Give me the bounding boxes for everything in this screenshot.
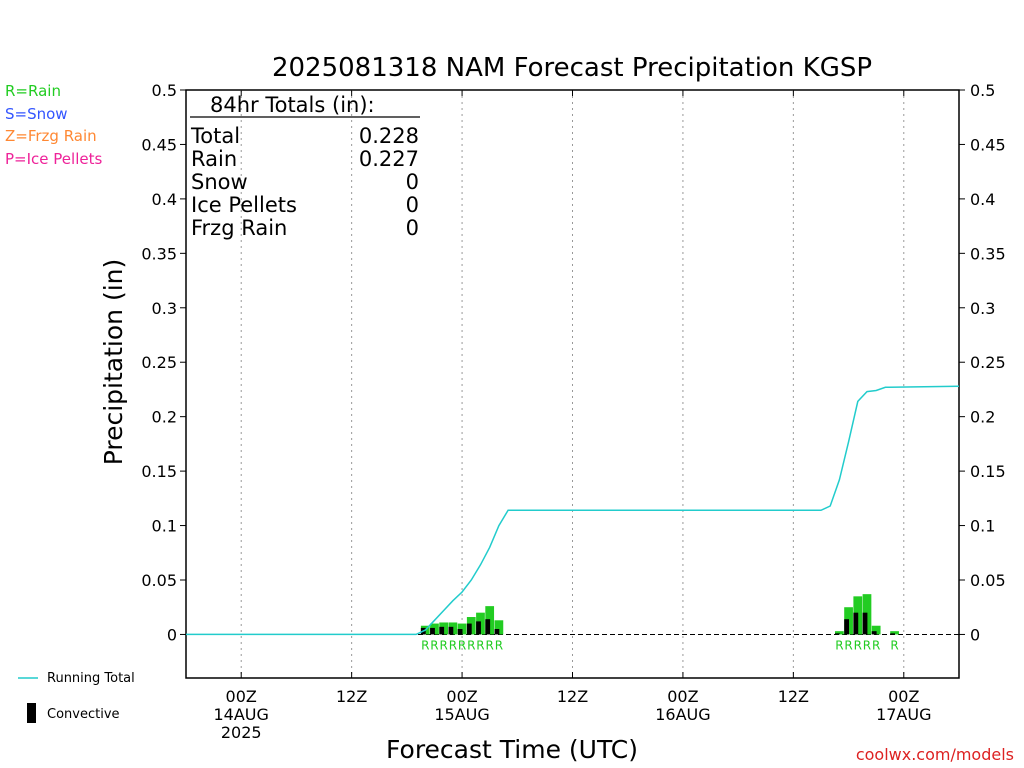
- precip-type-label: R: [476, 638, 484, 652]
- precip-bar: [834, 631, 844, 635]
- totals-row-value: 0: [406, 216, 419, 240]
- y-tick-label-right: 0.05: [970, 571, 1006, 590]
- x-tick-label: 15AUG: [434, 705, 489, 724]
- totals-table: Total 0.228 Rain 0.227 Snow 0 Ice Pellets 0 Frzg…: [190, 124, 419, 240]
- precip-type-label: R: [439, 638, 447, 652]
- legend-rain: R=Rain: [5, 82, 61, 100]
- y-tick-label-left: 0.3: [152, 299, 177, 318]
- y-tick-label-right: 0: [970, 625, 980, 644]
- totals-row-value: 0: [406, 170, 419, 194]
- y-tick-label-left: 0.05: [141, 571, 177, 590]
- x-tick-label: 00Z: [888, 687, 919, 706]
- totals-row-label: Snow: [191, 170, 248, 194]
- y-tick-label-left: 0.2: [152, 408, 177, 427]
- y-tick-label-right: 0.2: [970, 408, 995, 427]
- y-tick-label-left: 0.15: [141, 462, 177, 481]
- precip-bar: [871, 625, 881, 635]
- x-axis-label: Forecast Time (UTC): [386, 735, 638, 764]
- precip-type-label: R: [890, 638, 898, 652]
- precip-type-label: R: [835, 638, 843, 652]
- x-tick-label: 12Z: [778, 687, 809, 706]
- totals-row-label: Ice Pellets: [191, 193, 297, 217]
- x-tick-label: 2025: [221, 723, 262, 742]
- convective-bar: [466, 623, 472, 635]
- credit-text: coolwx.com/models: [856, 745, 1014, 764]
- y-tick-label-left: 0: [167, 625, 177, 644]
- y-tick-label-left: 0.5: [152, 81, 177, 100]
- convective-bar: [853, 612, 859, 635]
- convective-bar: [494, 629, 500, 635]
- x-tick-label: 17AUG: [876, 705, 931, 724]
- y-tick-label-right: 0.25: [970, 353, 1006, 372]
- x-tick-label: 14AUG: [214, 705, 269, 724]
- legend-ice-pellets: P=Ice Pellets: [5, 150, 102, 168]
- chart-title: 2025081318 NAM Forecast Precipitation KG…: [272, 53, 872, 83]
- y-tick-label-left: 0.35: [141, 244, 177, 263]
- y-tick-label-left: 0.1: [152, 517, 177, 536]
- precip-bar: [494, 620, 504, 635]
- legend-convective-swatch: [27, 703, 36, 723]
- y-tick-label-right: 0.15: [970, 462, 1006, 481]
- totals-row-value: 0.228: [359, 124, 419, 148]
- y-tick-label-right: 0.4: [970, 190, 995, 209]
- y-axis-label: Precipitation (in): [99, 259, 128, 466]
- y-tick-label-right: 0.5: [970, 81, 995, 100]
- y-tick-label-left: 0.45: [141, 135, 177, 154]
- precip-bars: [420, 594, 899, 635]
- convective-bar: [439, 626, 445, 635]
- totals-row-label: Rain: [191, 147, 237, 171]
- precip-type-label: R: [495, 638, 503, 652]
- legend-running-total: Running Total: [47, 671, 135, 686]
- convective-bar: [476, 621, 481, 635]
- y-tick-label-right: 0.35: [970, 244, 1006, 263]
- y-tick-label-left: 0.25: [141, 353, 177, 372]
- running-total-line: [186, 385, 960, 636]
- x-tick-label: 00Z: [226, 687, 257, 706]
- precip-type-label: R: [486, 638, 494, 652]
- convective-bar: [871, 631, 877, 635]
- totals-row-label: Total: [190, 124, 240, 148]
- totals-row-value: 0.227: [359, 147, 419, 171]
- totals-heading: 84hr Totals (in):: [210, 93, 375, 117]
- precip-type-label: R: [449, 638, 457, 652]
- x-tick-label: 00Z: [446, 687, 477, 706]
- totals-row-label: Frzg Rain: [191, 216, 287, 240]
- y-axis-ticks: 0 00.05 0.050.1 0.10.15 0.150.2 0.20.25 0.250.…: [141, 81, 1005, 644]
- precip-type-label: R: [430, 638, 438, 652]
- convective-bar: [457, 629, 463, 635]
- convective-bar: [862, 612, 868, 635]
- y-tick-label-right: 0.1: [970, 517, 995, 536]
- convective-bar: [890, 633, 896, 635]
- precip-type-label: R: [872, 638, 880, 652]
- y-tick-label-left: 0.4: [152, 190, 177, 209]
- precip-type-label: R: [458, 638, 466, 652]
- legend-convective: Convective: [47, 707, 120, 722]
- precip-type-label: R: [844, 638, 852, 652]
- x-tick-label: 00Z: [667, 687, 698, 706]
- y-tick-label-right: 0.45: [970, 135, 1006, 154]
- convective-bar: [430, 627, 435, 635]
- precip-type-label: R: [854, 638, 862, 652]
- precip-type-label: R: [863, 638, 871, 652]
- precip-type-label: R: [421, 638, 429, 652]
- x-tick-label: 12Z: [336, 687, 367, 706]
- x-tick-label: 16AUG: [655, 705, 710, 724]
- legend-snow: S=Snow: [5, 105, 68, 123]
- precip-bar: [890, 631, 899, 635]
- totals-row-value: 0: [406, 193, 419, 217]
- convective-bar: [485, 619, 491, 635]
- grid-lines: [240, 90, 905, 678]
- x-tick-label: 12Z: [557, 687, 588, 706]
- precip-type-label: R: [467, 638, 475, 652]
- legend-frzg-rain: Z=Frzg Rain: [5, 127, 97, 145]
- convective-bar: [834, 633, 840, 635]
- y-tick-label-right: 0.3: [970, 299, 995, 318]
- convective-bar: [448, 626, 454, 635]
- convective-bar: [844, 619, 850, 635]
